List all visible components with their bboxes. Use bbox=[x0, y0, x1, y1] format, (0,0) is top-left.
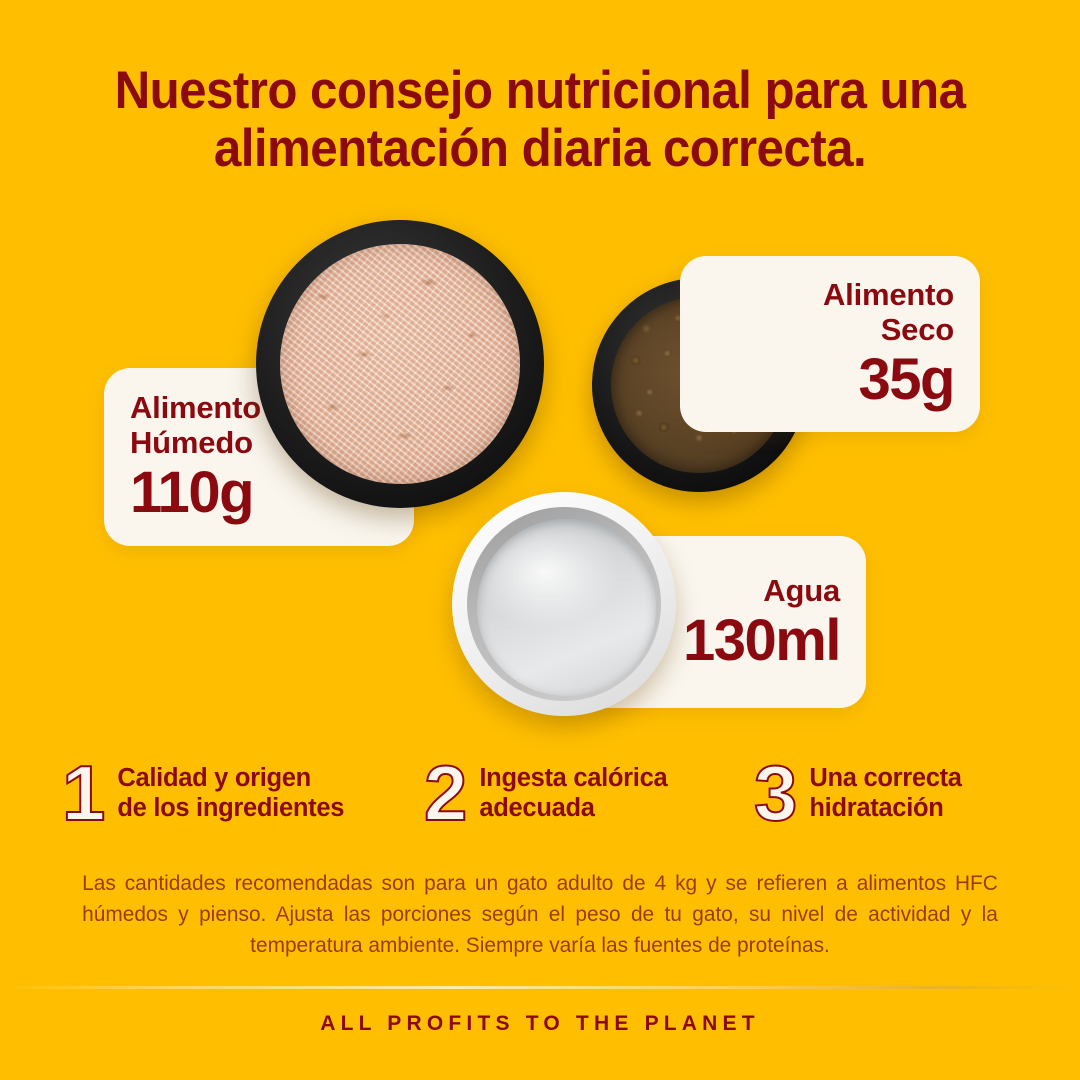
disclaimer-text: Las cantidades recomendadas son para un … bbox=[82, 871, 998, 957]
key-point-3-line1: Una correcta bbox=[809, 763, 962, 792]
title-line-2: alimentación diaria correcta. bbox=[213, 119, 867, 178]
portion-amount-water: 130ml bbox=[683, 607, 841, 673]
key-point-number-3: 3 bbox=[753, 748, 798, 837]
key-point-2-line1: Ingesta calórica bbox=[479, 763, 668, 792]
water-bowl bbox=[452, 492, 676, 716]
key-point-2-line2: adecuada bbox=[479, 793, 595, 822]
wet-food-bowl bbox=[256, 220, 544, 508]
portion-caption-dry-line2: Seco bbox=[880, 312, 954, 347]
portion-caption-dry-line1: Alimento bbox=[822, 277, 954, 312]
key-point-number-1: 1 bbox=[61, 748, 106, 837]
portion-caption-water: Agua bbox=[763, 572, 840, 608]
key-point-1: 1 Calidad y origen de los ingredientes bbox=[61, 748, 424, 837]
portion-amount-wet: 110g bbox=[130, 460, 255, 525]
portion-card-dry-food: Alimento Seco 35g bbox=[680, 256, 980, 432]
key-point-3-line2: hidratación bbox=[809, 793, 944, 822]
portion-caption-wet-line1: Alimento bbox=[130, 390, 262, 425]
footer-divider bbox=[0, 986, 1080, 989]
key-points-list: 1 Calidad y origen de los ingredientes 2… bbox=[61, 745, 1052, 840]
key-point-2: 2 Ingesta calórica adecuada bbox=[423, 748, 754, 837]
title-line-1: Nuestro consejo nutricional para una bbox=[114, 61, 966, 120]
key-point-1-line1: Calidad y origen bbox=[117, 763, 311, 792]
portion-caption-wet-line2: Húmedo bbox=[130, 425, 253, 460]
key-point-text-1: Calidad y origen de los ingredientes bbox=[117, 763, 344, 823]
key-point-text-2: Ingesta calórica adecuada bbox=[479, 763, 667, 823]
page-title: Nuestro consejo nutricional para una ali… bbox=[60, 62, 1020, 178]
portion-illustration-stage: Alimento Seco 35g Alimento Húmedo 110g A… bbox=[0, 200, 1080, 730]
key-point-1-line2: de los ingredientes bbox=[117, 793, 345, 822]
water-surface bbox=[476, 518, 656, 696]
footer-tagline: ALL PROFITS TO THE PLANET bbox=[320, 1012, 760, 1035]
wet-food-texture bbox=[280, 244, 520, 484]
key-point-text-3: Una correcta hidratación bbox=[809, 763, 962, 823]
portion-amount-dry: 35g bbox=[858, 347, 956, 412]
key-point-number-2: 2 bbox=[423, 748, 468, 837]
key-point-3: 3 Una correcta hidratación bbox=[753, 748, 962, 837]
